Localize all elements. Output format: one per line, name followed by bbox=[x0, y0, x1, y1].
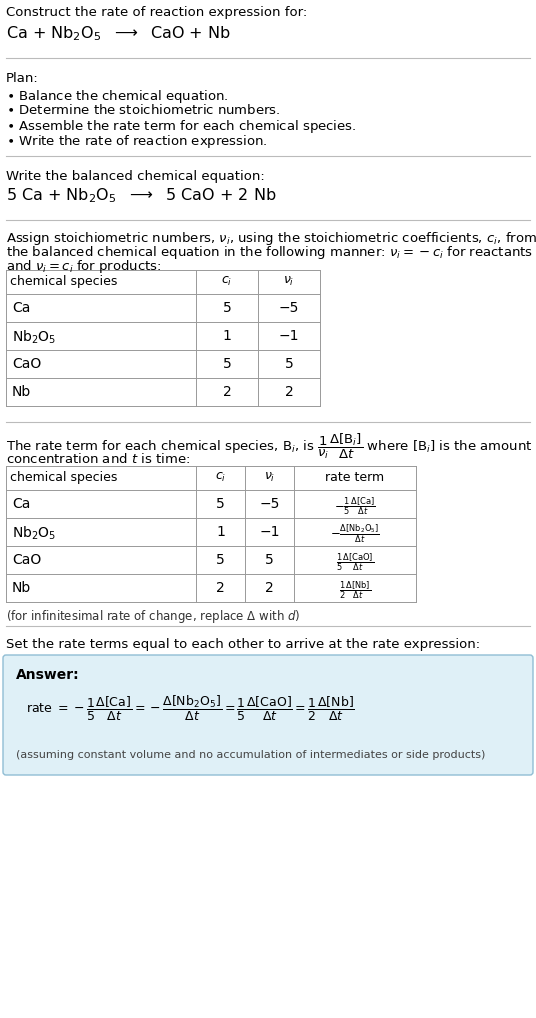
Text: 2: 2 bbox=[265, 581, 274, 595]
Text: Write the balanced chemical equation:: Write the balanced chemical equation: bbox=[6, 170, 265, 183]
Text: −5: −5 bbox=[259, 497, 280, 511]
Text: $c_i$: $c_i$ bbox=[221, 275, 233, 288]
Text: −1: −1 bbox=[279, 329, 299, 343]
Text: Nb$_2$O$_5$: Nb$_2$O$_5$ bbox=[12, 525, 56, 543]
Text: $-\frac{1}{5}\frac{\Delta[\mathrm{Ca}]}{\Delta t}$: $-\frac{1}{5}\frac{\Delta[\mathrm{Ca}]}{… bbox=[334, 495, 376, 517]
Text: rate $= -\dfrac{1}{5}\dfrac{\Delta[\mathrm{Ca}]}{\Delta t} = -\dfrac{\Delta[\mat: rate $= -\dfrac{1}{5}\dfrac{\Delta[\math… bbox=[26, 694, 355, 723]
Text: The rate term for each chemical species, B$_i$, is $\dfrac{1}{\nu_i}\dfrac{\Delt: The rate term for each chemical species,… bbox=[6, 432, 532, 461]
Text: Answer:: Answer: bbox=[16, 668, 80, 682]
Text: chemical species: chemical species bbox=[10, 275, 117, 288]
Text: Plan:: Plan: bbox=[6, 72, 39, 84]
Text: 5: 5 bbox=[216, 497, 225, 511]
Text: rate term: rate term bbox=[325, 471, 384, 484]
FancyBboxPatch shape bbox=[3, 655, 533, 775]
Text: Assign stoichiometric numbers, $\nu_i$, using the stoichiometric coefficients, $: Assign stoichiometric numbers, $\nu_i$, … bbox=[6, 230, 536, 247]
Text: $\nu_i$: $\nu_i$ bbox=[264, 471, 275, 485]
Text: $c_i$: $c_i$ bbox=[215, 471, 226, 485]
Text: 5: 5 bbox=[222, 301, 232, 315]
Text: Ca + Nb$_2$O$_5$  $\longrightarrow$  CaO + Nb: Ca + Nb$_2$O$_5$ $\longrightarrow$ CaO +… bbox=[6, 24, 230, 43]
Text: Set the rate terms equal to each other to arrive at the rate expression:: Set the rate terms equal to each other t… bbox=[6, 638, 480, 651]
Text: and $\nu_i = c_i$ for products:: and $\nu_i = c_i$ for products: bbox=[6, 258, 162, 275]
Text: $\bullet$ Determine the stoichiometric numbers.: $\bullet$ Determine the stoichiometric n… bbox=[6, 103, 280, 117]
Text: $-\frac{\Delta[\mathrm{Nb_2O_5}]}{\Delta t}$: $-\frac{\Delta[\mathrm{Nb_2O_5}]}{\Delta… bbox=[330, 523, 380, 546]
Text: $\frac{1}{5}\frac{\Delta[\mathrm{CaO}]}{\Delta t}$: $\frac{1}{5}\frac{\Delta[\mathrm{CaO}]}{… bbox=[336, 551, 374, 573]
Text: Ca: Ca bbox=[12, 301, 31, 315]
Text: the balanced chemical equation in the following manner: $\nu_i = -c_i$ for react: the balanced chemical equation in the fo… bbox=[6, 244, 533, 261]
Text: $\frac{1}{2}\frac{\Delta[\mathrm{Nb}]}{\Delta t}$: $\frac{1}{2}\frac{\Delta[\mathrm{Nb}]}{\… bbox=[339, 579, 371, 601]
Text: (assuming constant volume and no accumulation of intermediates or side products): (assuming constant volume and no accumul… bbox=[16, 750, 486, 760]
Text: 5: 5 bbox=[265, 553, 274, 567]
Text: −5: −5 bbox=[279, 301, 299, 315]
Text: CaO: CaO bbox=[12, 357, 41, 371]
Text: $\nu_i$: $\nu_i$ bbox=[284, 275, 295, 288]
Text: 1: 1 bbox=[222, 329, 232, 343]
Text: concentration and $t$ is time:: concentration and $t$ is time: bbox=[6, 452, 190, 466]
Text: CaO: CaO bbox=[12, 553, 41, 567]
Text: Nb: Nb bbox=[12, 581, 31, 595]
Text: 5: 5 bbox=[285, 357, 293, 371]
Text: Construct the rate of reaction expression for:: Construct the rate of reaction expressio… bbox=[6, 6, 307, 19]
Text: −1: −1 bbox=[259, 525, 280, 539]
Text: 5 Ca + Nb$_2$O$_5$  $\longrightarrow$  5 CaO + 2 Nb: 5 Ca + Nb$_2$O$_5$ $\longrightarrow$ 5 C… bbox=[6, 186, 277, 205]
Text: (for infinitesimal rate of change, replace $\Delta$ with $d$): (for infinitesimal rate of change, repla… bbox=[6, 608, 301, 625]
Text: $\bullet$ Balance the chemical equation.: $\bullet$ Balance the chemical equation. bbox=[6, 88, 228, 105]
Text: 1: 1 bbox=[216, 525, 225, 539]
Text: 5: 5 bbox=[216, 553, 225, 567]
Text: chemical species: chemical species bbox=[10, 471, 117, 484]
Text: Nb: Nb bbox=[12, 385, 31, 399]
Text: $\bullet$ Assemble the rate term for each chemical species.: $\bullet$ Assemble the rate term for eac… bbox=[6, 118, 356, 135]
Text: Nb$_2$O$_5$: Nb$_2$O$_5$ bbox=[12, 329, 56, 346]
Text: 2: 2 bbox=[222, 385, 232, 399]
Text: 5: 5 bbox=[222, 357, 232, 371]
Text: $\bullet$ Write the rate of reaction expression.: $\bullet$ Write the rate of reaction exp… bbox=[6, 133, 267, 150]
Text: Ca: Ca bbox=[12, 497, 31, 511]
Text: 2: 2 bbox=[285, 385, 293, 399]
Text: 2: 2 bbox=[216, 581, 225, 595]
